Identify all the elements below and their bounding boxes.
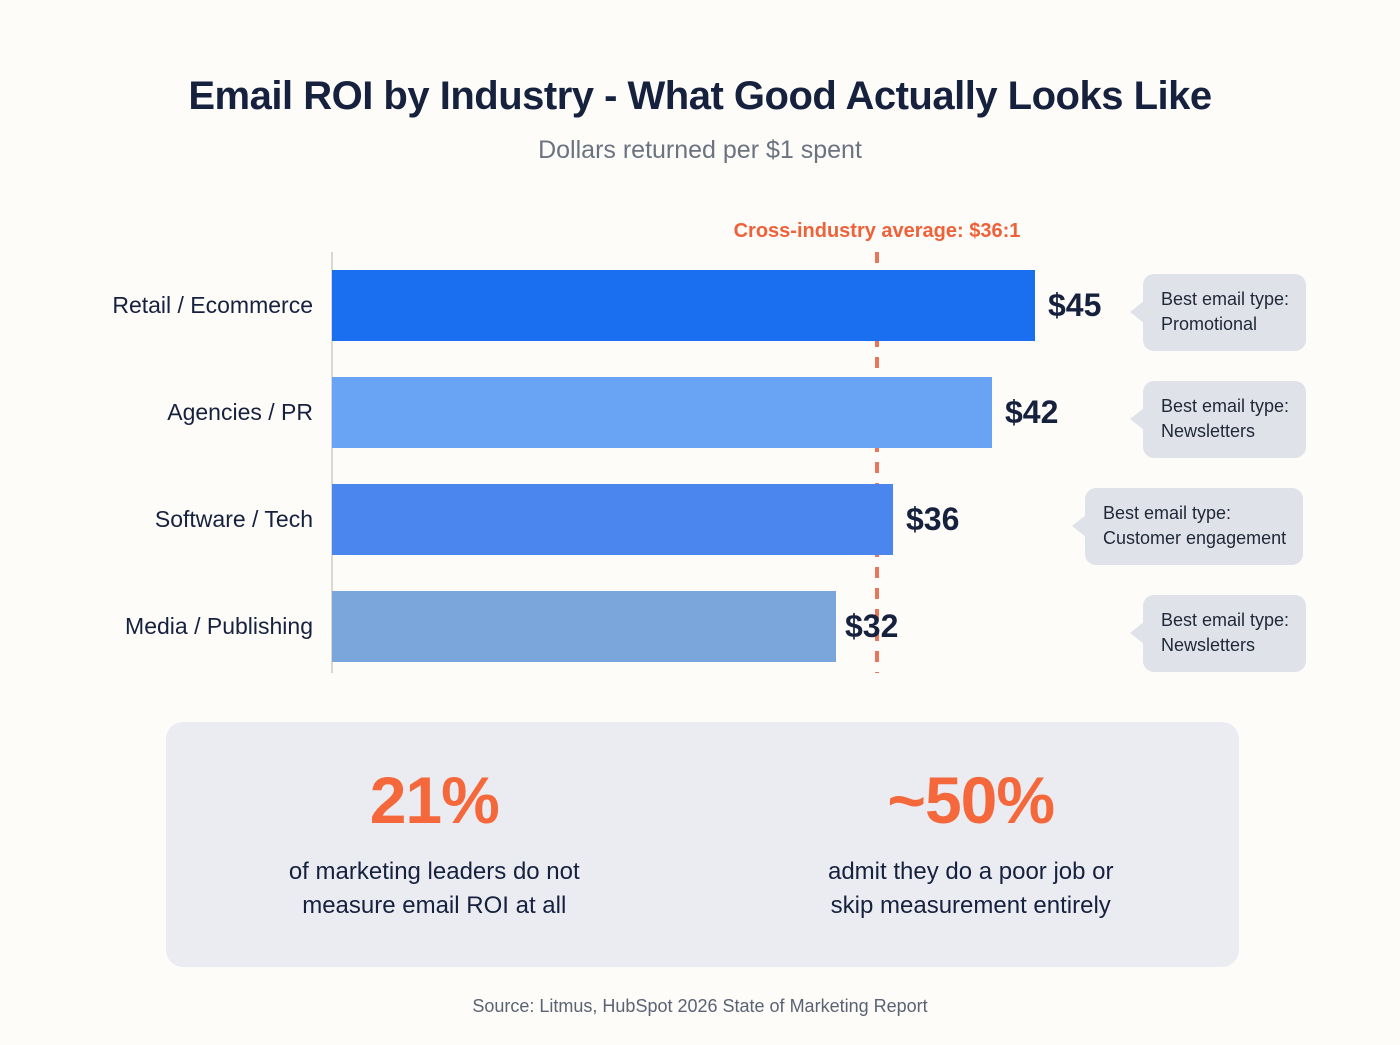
category-label: Retail / Ecommerce bbox=[112, 292, 313, 318]
bar-chart-plot-area: Cross-industry average: $36:1 Retail / E… bbox=[0, 206, 1400, 686]
average-reference-line bbox=[875, 252, 879, 673]
note-tooltip-software-tech: Best email type: Customer engagement bbox=[1071, 488, 1304, 565]
page-title: Email ROI by Industry - What Good Actual… bbox=[188, 74, 1212, 118]
tooltip-label: Best email type: bbox=[1161, 610, 1290, 630]
bar-media-publishing[interactable] bbox=[332, 591, 836, 662]
stat-number: 21% bbox=[369, 763, 500, 838]
tooltip-value: Customer engagement bbox=[1103, 527, 1287, 548]
bar-rows: Retail / Ecommerce $45 Best email type: … bbox=[0, 252, 1400, 680]
source-citation: Source: Litmus, HubSpot 2026 State of Ma… bbox=[472, 996, 928, 1016]
tooltip-label: Best email type: bbox=[1161, 396, 1290, 416]
stat-description-line: measure email ROI at all bbox=[302, 891, 567, 919]
bar-row: Retail / Ecommerce $45 Best email type: … bbox=[0, 252, 1400, 359]
category-label: Media / Publishing bbox=[125, 613, 313, 639]
note-tooltip-retail-ecommerce: Best email type: Promotional bbox=[1129, 274, 1307, 351]
tooltip-value: Newsletters bbox=[1161, 420, 1256, 441]
stats-panel: 21% of marketing leaders do not measure … bbox=[166, 722, 1239, 967]
tooltip-label: Best email type: bbox=[1103, 503, 1232, 523]
bar-value-label: $45 bbox=[1048, 287, 1102, 323]
bar-retail-ecommerce[interactable] bbox=[332, 270, 1035, 341]
stat-description-line: of marketing leaders do not bbox=[288, 858, 580, 886]
chart-header: Email ROI by Industry - What Good Actual… bbox=[0, 0, 1400, 165]
chart-subtitle: Dollars returned per $1 spent bbox=[538, 136, 862, 164]
stat-description: admit they do a poor job or skip measure… bbox=[828, 855, 1114, 921]
tooltip-value: Promotional bbox=[1161, 313, 1258, 334]
bar-software-tech[interactable] bbox=[332, 484, 893, 555]
note-tooltip-media-publishing: Best email type: Newsletters bbox=[1129, 595, 1307, 672]
note-tooltip-agencies-pr: Best email type: Newsletters bbox=[1129, 381, 1307, 458]
tooltip-value: Newsletters bbox=[1161, 634, 1256, 655]
stat-description-line: admit they do a poor job or bbox=[827, 858, 1114, 886]
stat-card-poor-measurement: ~50% admit they do a poor job or skip me… bbox=[703, 722, 1240, 967]
stat-card-no-measurement: 21% of marketing leaders do not measure … bbox=[166, 722, 703, 967]
tooltip-label: Best email type: bbox=[1161, 289, 1290, 309]
stat-number: ~50% bbox=[887, 763, 1055, 838]
stat-description-line: skip measurement entirely bbox=[830, 891, 1111, 919]
average-annotation-label: Cross-industry average: $36:1 bbox=[733, 220, 1021, 242]
bar-agencies-pr[interactable] bbox=[332, 377, 992, 448]
category-label: Software / Tech bbox=[154, 506, 313, 532]
bar-row: Agencies / PR $42 Best email type: Newsl… bbox=[0, 359, 1400, 466]
bar-value-label: $36 bbox=[906, 501, 960, 537]
bar-row: Media / Publishing $32 Best email type: … bbox=[0, 573, 1400, 680]
bar-value-label: $32 bbox=[845, 608, 899, 644]
category-axis-line bbox=[331, 252, 333, 673]
category-label: Agencies / PR bbox=[167, 399, 313, 425]
bar-value-label: $42 bbox=[1005, 394, 1059, 430]
stat-description: of marketing leaders do not measure emai… bbox=[289, 855, 580, 921]
bar-row: Software / Tech $36 Best email type: Cus… bbox=[0, 466, 1400, 573]
